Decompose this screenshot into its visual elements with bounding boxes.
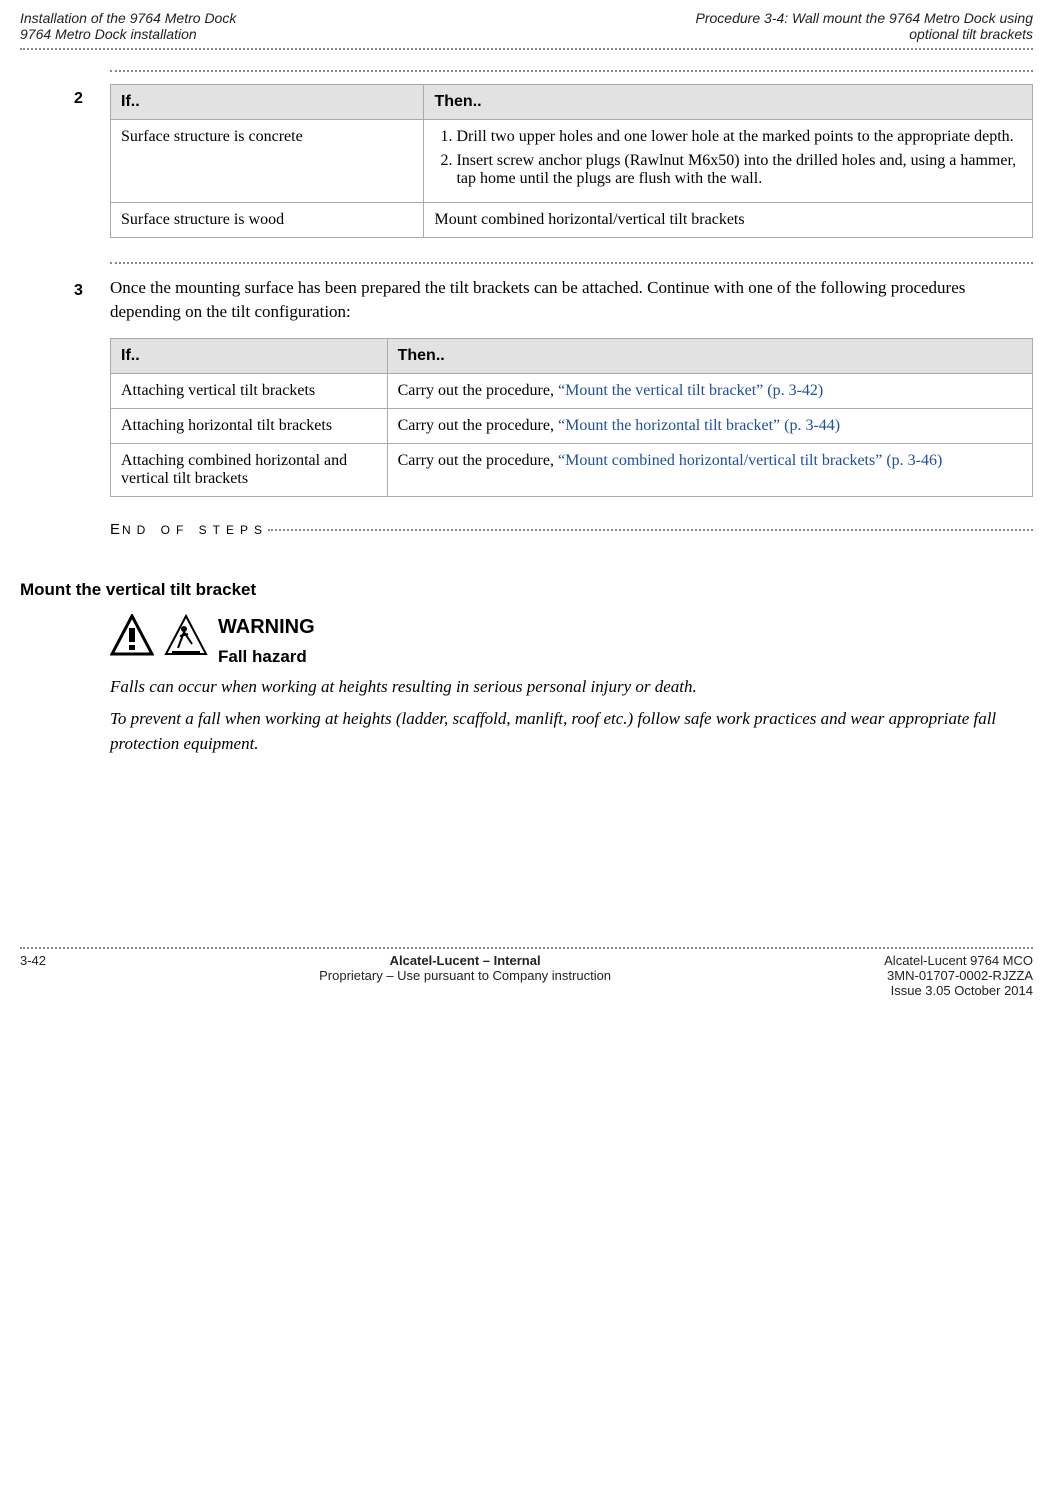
- step-rule: [110, 262, 1033, 264]
- warning-section: WARNING Fall hazard Falls can occur when…: [20, 614, 1033, 757]
- col-then-header: Then..: [387, 338, 1032, 373]
- table-row: Surface structure is wood Mount combined…: [111, 203, 1033, 238]
- end-of-steps-rule: [268, 529, 1033, 531]
- footer-right-3: Issue 3.05 October 2014: [884, 983, 1033, 998]
- header-right: Procedure 3-4: Wall mount the 9764 Metro…: [696, 10, 1033, 42]
- then-list-item: Insert screw anchor plugs (Rawlnut M6x50…: [456, 152, 1022, 188]
- footer-rule: [20, 947, 1033, 949]
- warning-block: WARNING Fall hazard Falls can occur when…: [110, 614, 1033, 757]
- then-list-item: Drill two upper holes and one lower hole…: [456, 128, 1022, 146]
- step3-text: Once the mounting surface has been prepa…: [110, 276, 1033, 324]
- if-cell: Attaching vertical tilt brackets: [111, 373, 388, 408]
- col-if-header: If..: [111, 85, 424, 120]
- step3-table: If.. Then.. Attaching vertical tilt brac…: [110, 338, 1033, 497]
- step-3: 3 Once the mounting surface has been pre…: [110, 276, 1033, 497]
- step-number: 2: [74, 90, 83, 108]
- footer-right: Alcatel-Lucent 9764 MCO 3MN-01707-0002-R…: [884, 953, 1033, 998]
- procedure-title: Mount the vertical tilt bracket: [20, 580, 1033, 600]
- page-header: Installation of the 9764 Metro Dock 9764…: [20, 10, 1033, 42]
- table-row: Surface structure is concrete Drill two …: [111, 120, 1033, 203]
- table-row: Attaching combined horizontal and vertic…: [111, 443, 1033, 496]
- warning-title: WARNING: [218, 616, 315, 639]
- step-2: 2 If.. Then.. Surface structure is concr…: [110, 84, 1033, 238]
- header-right-line2: optional tilt brackets: [696, 26, 1033, 42]
- table-row: Attaching vertical tilt brackets Carry o…: [111, 373, 1033, 408]
- if-cell: Surface structure is wood: [111, 203, 424, 238]
- warning-body-2: To prevent a fall when working at height…: [110, 707, 1033, 756]
- header-left-line2: 9764 Metro Dock installation: [20, 26, 236, 42]
- procedure-link[interactable]: “Mount the vertical tilt bracket” (p. 3-…: [558, 382, 823, 399]
- footer-center-2: Proprietary – Use pursuant to Company in…: [46, 968, 884, 983]
- footer-center-1: Alcatel-Lucent – Internal: [46, 953, 884, 968]
- step2-table: If.. Then.. Surface structure is concret…: [110, 84, 1033, 238]
- content-area: 2 If.. Then.. Surface structure is concr…: [20, 70, 1033, 538]
- procedure-link[interactable]: “Mount the horizontal tilt bracket” (p. …: [558, 417, 840, 434]
- warning-subtitle: Fall hazard: [218, 647, 315, 667]
- step-rule: [110, 70, 1033, 72]
- if-cell: Attaching combined horizontal and vertic…: [111, 443, 388, 496]
- step-number: 3: [74, 282, 83, 300]
- header-left-line1: Installation of the 9764 Metro Dock: [20, 10, 236, 26]
- header-right-line1: Procedure 3-4: Wall mount the 9764 Metro…: [696, 10, 1033, 26]
- header-left: Installation of the 9764 Metro Dock 9764…: [20, 10, 236, 42]
- then-prefix: Carry out the procedure,: [398, 382, 558, 399]
- col-if-header: If..: [111, 338, 388, 373]
- warning-triangle-icon: [110, 614, 154, 658]
- warning-body-1: Falls can occur when working at heights …: [110, 675, 1033, 700]
- then-cell: Carry out the procedure, “Mount combined…: [387, 443, 1032, 496]
- page-footer: 3-42 Alcatel-Lucent – Internal Proprieta…: [20, 953, 1033, 998]
- then-cell: Carry out the procedure, “Mount the hori…: [387, 408, 1032, 443]
- end-of-steps: END OF STEPS: [110, 521, 1033, 538]
- warning-titles: WARNING Fall hazard: [218, 614, 315, 667]
- header-rule: [20, 48, 1033, 50]
- then-prefix: Carry out the procedure,: [398, 452, 558, 469]
- warning-header: WARNING Fall hazard: [110, 614, 1033, 667]
- if-cell: Surface structure is concrete: [111, 120, 424, 203]
- fall-hazard-icon: [164, 614, 208, 658]
- end-of-steps-label: END OF STEPS: [110, 521, 268, 538]
- footer-right-1: Alcatel-Lucent 9764 MCO: [884, 953, 1033, 968]
- if-cell: Attaching horizontal tilt brackets: [111, 408, 388, 443]
- footer-center: Alcatel-Lucent – Internal Proprietary – …: [46, 953, 884, 983]
- procedure-link[interactable]: “Mount combined horizontal/vertical tilt…: [558, 452, 942, 469]
- then-prefix: Carry out the procedure,: [398, 417, 558, 434]
- then-cell: Mount combined horizontal/vertical tilt …: [424, 203, 1033, 238]
- footer-right-2: 3MN-01707-0002-RJZZA: [884, 968, 1033, 983]
- page-number: 3-42: [20, 953, 46, 968]
- col-then-header: Then..: [424, 85, 1033, 120]
- table-row: Attaching horizontal tilt brackets Carry…: [111, 408, 1033, 443]
- then-cell: Drill two upper holes and one lower hole…: [424, 120, 1033, 203]
- then-cell: Carry out the procedure, “Mount the vert…: [387, 373, 1032, 408]
